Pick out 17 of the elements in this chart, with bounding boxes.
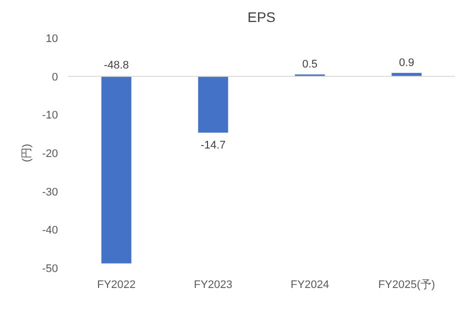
y-tick-label: 0 [52,71,58,84]
y-tick-label: 10 [46,33,58,45]
y-tick-label: -40 [42,224,58,237]
x-tick-label: FY2024 [290,279,330,291]
data-label: 0.9 [398,56,414,69]
y-tick-label: -50 [42,263,58,275]
x-tick-label: FY2025(予) [378,279,436,291]
y-tick-label: -30 [42,186,58,198]
x-tick-label: FY2023 [194,279,232,291]
x-tick-label: FY2022 [97,279,136,291]
y-tick-label: -10 [42,110,58,122]
y-tick-label: -20 [42,148,58,160]
chart-title: EPS [247,9,276,25]
data-label: -14.7 [200,140,226,152]
y-axis-title: (円) [21,144,33,162]
data-label: 0.5 [302,58,318,70]
data-label: -48.8 [104,59,129,72]
